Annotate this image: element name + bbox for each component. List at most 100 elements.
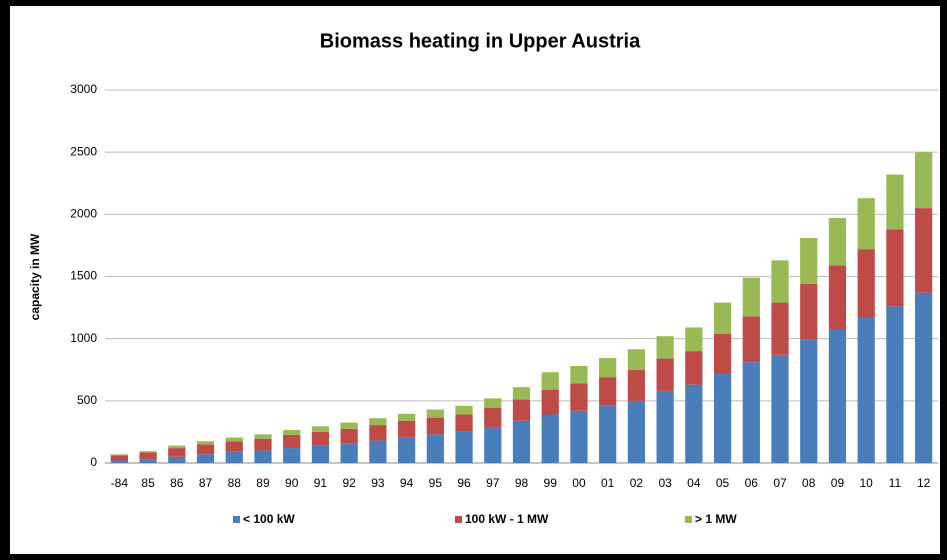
x-tick-label: 94 bbox=[400, 476, 414, 490]
y-axis-label: capacity in MW bbox=[28, 233, 42, 320]
bar-segment bbox=[800, 237, 818, 284]
bar-segment bbox=[168, 448, 186, 457]
x-tick-label: 93 bbox=[371, 476, 385, 490]
bar-segment bbox=[570, 410, 588, 463]
x-tick-label: 95 bbox=[429, 476, 443, 490]
legend-label: > 1 MW bbox=[695, 512, 737, 526]
legend-swatch bbox=[233, 516, 240, 523]
bar-segment bbox=[713, 302, 732, 334]
bar-segment bbox=[139, 452, 157, 460]
bar-segment bbox=[455, 414, 473, 432]
bar-segment bbox=[599, 377, 617, 406]
bar-segment bbox=[915, 152, 933, 209]
bar-segment bbox=[627, 369, 646, 401]
bar-segment bbox=[254, 434, 272, 439]
x-tick-label: 97 bbox=[486, 476, 500, 490]
y-tick-label: 1000 bbox=[70, 331, 97, 345]
x-tick-label: -84 bbox=[111, 476, 129, 490]
x-tick-label: 12 bbox=[917, 476, 931, 490]
bar-segment bbox=[685, 351, 703, 385]
bar-segment bbox=[426, 417, 444, 435]
chart-title: Biomass heating in Upper Austria bbox=[320, 30, 641, 52]
bar-segment bbox=[283, 448, 301, 463]
bar-segment bbox=[857, 317, 875, 463]
x-tick-label: 96 bbox=[457, 476, 471, 490]
bar-segment bbox=[455, 431, 473, 463]
x-tick-label: 86 bbox=[170, 476, 184, 490]
bar-segment bbox=[340, 443, 358, 463]
bar-segment bbox=[713, 333, 732, 374]
legend-swatch bbox=[685, 516, 692, 523]
bar-segment bbox=[139, 451, 157, 453]
bar-segment bbox=[771, 354, 789, 463]
bar-segment bbox=[685, 327, 703, 352]
y-tick-label: 500 bbox=[77, 393, 97, 407]
bar-segment bbox=[484, 398, 502, 408]
bar-segment bbox=[742, 362, 760, 463]
bar-segment bbox=[771, 302, 789, 355]
x-tick-label: 06 bbox=[745, 476, 759, 490]
x-tick-label: 04 bbox=[687, 476, 701, 490]
bar-segment bbox=[570, 383, 588, 411]
x-tick-label: 05 bbox=[716, 476, 730, 490]
bar-segment bbox=[311, 426, 330, 432]
bar-segment bbox=[886, 174, 904, 230]
x-tick-label: 00 bbox=[572, 476, 586, 490]
bar-segment bbox=[742, 316, 760, 363]
bar-segment bbox=[512, 399, 531, 421]
bar-segment bbox=[828, 329, 847, 463]
bar-segment bbox=[541, 414, 559, 463]
bar-segment bbox=[254, 438, 272, 451]
y-tick-label: 1500 bbox=[70, 269, 97, 283]
x-tick-label: 11 bbox=[889, 476, 902, 490]
bar-segment bbox=[283, 435, 301, 449]
x-tick-label: 09 bbox=[831, 476, 845, 490]
bar-segment bbox=[397, 436, 416, 463]
bar-segment bbox=[225, 451, 243, 463]
bar-segment bbox=[512, 420, 531, 463]
bar-segment bbox=[455, 405, 473, 415]
bar-segment bbox=[484, 407, 502, 427]
y-tick-label: 0 bbox=[90, 455, 97, 469]
bar-segment bbox=[800, 283, 818, 340]
bar-segment bbox=[340, 422, 358, 429]
bar-segment bbox=[742, 277, 760, 317]
bar-segment bbox=[541, 372, 559, 390]
y-tick-label: 2500 bbox=[70, 144, 97, 158]
bar-segment bbox=[311, 445, 330, 463]
x-tick-label: 03 bbox=[658, 476, 672, 490]
x-tick-label: 99 bbox=[544, 476, 558, 490]
bar-segment bbox=[196, 454, 215, 463]
bar-segment bbox=[484, 426, 502, 463]
bar-segment bbox=[656, 390, 674, 463]
bar-segment bbox=[828, 218, 847, 266]
bar-segment bbox=[196, 441, 215, 445]
x-tick-label: 85 bbox=[141, 476, 155, 490]
x-tick-label: 02 bbox=[630, 476, 644, 490]
x-tick-label: 01 bbox=[601, 476, 615, 490]
bar-segment bbox=[800, 339, 818, 463]
bar-segment bbox=[340, 428, 358, 444]
x-tick-label: 90 bbox=[285, 476, 299, 490]
bar-segment bbox=[656, 358, 674, 391]
bar-segment bbox=[110, 455, 128, 461]
bar-segment bbox=[110, 454, 128, 456]
bar-segment bbox=[570, 366, 588, 384]
bar-segment bbox=[627, 400, 646, 463]
bar-segment bbox=[915, 292, 933, 463]
bar-segment bbox=[599, 405, 617, 463]
bar-segment bbox=[512, 387, 531, 400]
legend-swatch bbox=[455, 516, 462, 523]
bar-segment bbox=[656, 336, 674, 359]
bar-segment bbox=[311, 431, 330, 446]
bar-segment bbox=[254, 450, 272, 463]
bar-segment bbox=[369, 440, 387, 463]
x-tick-label: 08 bbox=[802, 476, 816, 490]
bar-segment bbox=[426, 409, 444, 418]
legend-label: 100 kW - 1 MW bbox=[465, 512, 549, 526]
bar-segment bbox=[828, 265, 847, 330]
bar-segment bbox=[886, 229, 904, 307]
bar-segment bbox=[168, 445, 186, 449]
x-tick-label: 07 bbox=[773, 476, 787, 490]
